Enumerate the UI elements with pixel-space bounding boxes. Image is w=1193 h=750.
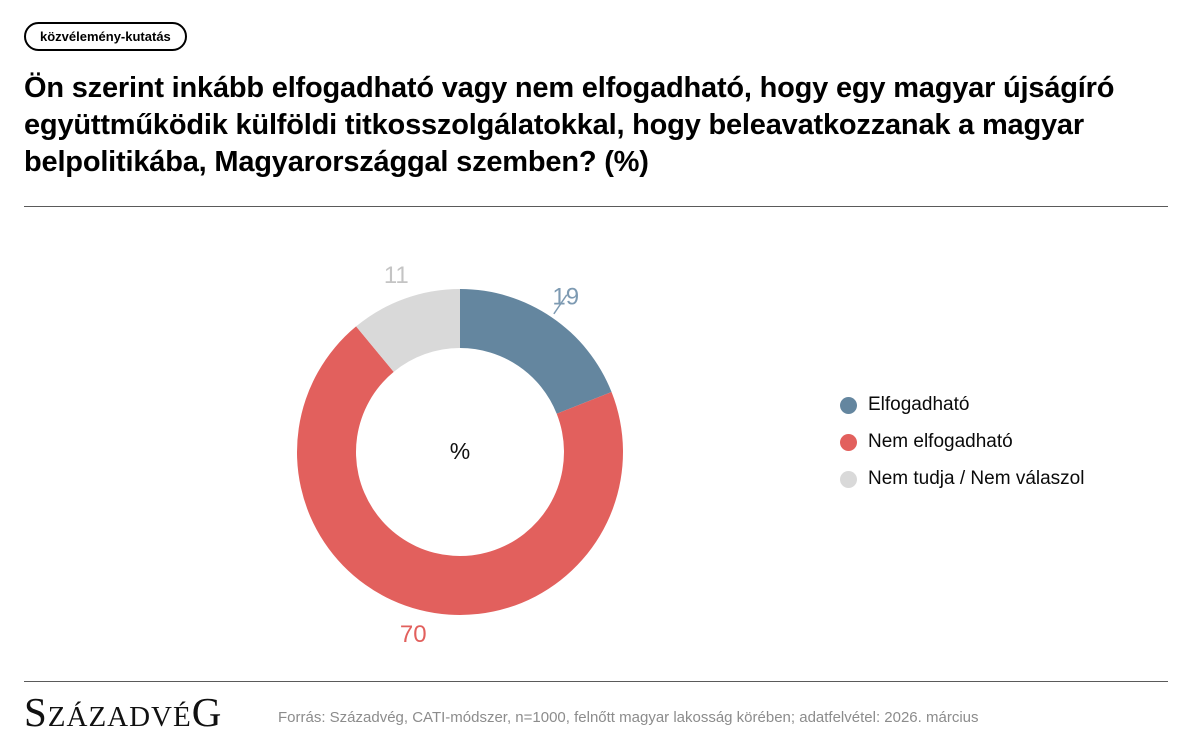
- page-title: Ön szerint inkább elfogadható vagy nem e…: [24, 72, 1115, 178]
- legend-label: Elfogadható: [868, 394, 970, 415]
- szazadveg-logo: SzázadvéG: [24, 689, 223, 735]
- legend-marker-blue-icon: [840, 396, 857, 414]
- legend-item-elfogadhato: Elfogadható: [840, 393, 1084, 417]
- top-divider: [24, 206, 1168, 207]
- legend-item-nem-elfogadhato: Nem elfogadható: [840, 430, 1084, 454]
- bottom-divider: [24, 681, 1168, 682]
- legend-label: Nem elfogadható: [868, 431, 1013, 452]
- donut-center-label: %: [450, 438, 470, 464]
- legend-marker-red-icon: [840, 433, 857, 451]
- donut-segment-1: [296, 326, 623, 616]
- donut-segment-2: [356, 289, 460, 372]
- legend-marker-gray-icon: [840, 470, 857, 488]
- donut-segment-0: [460, 289, 612, 414]
- legend-item-nem-tudja: Nem tudja / Nem válaszol: [840, 467, 1084, 491]
- category-badge: közvélemény-kutatás: [24, 22, 187, 51]
- slice-value-label-0: 19: [552, 284, 579, 311]
- slice-value-label-2: 11: [384, 262, 409, 289]
- donut-chart-svg: % 19 70 11: [296, 262, 623, 648]
- source-note: Forrás: Századvég, CATI-módszer, n=1000,…: [278, 709, 979, 726]
- chart-legend: Elfogadható Nem elfogadható Nem tudja / …: [840, 393, 1084, 504]
- donut-chart: % 19 70 11: [110, 240, 810, 670]
- slice-value-label-1: 70: [400, 621, 427, 648]
- leader-line: [553, 294, 568, 315]
- legend-label: Nem tudja / Nem válaszol: [868, 468, 1085, 489]
